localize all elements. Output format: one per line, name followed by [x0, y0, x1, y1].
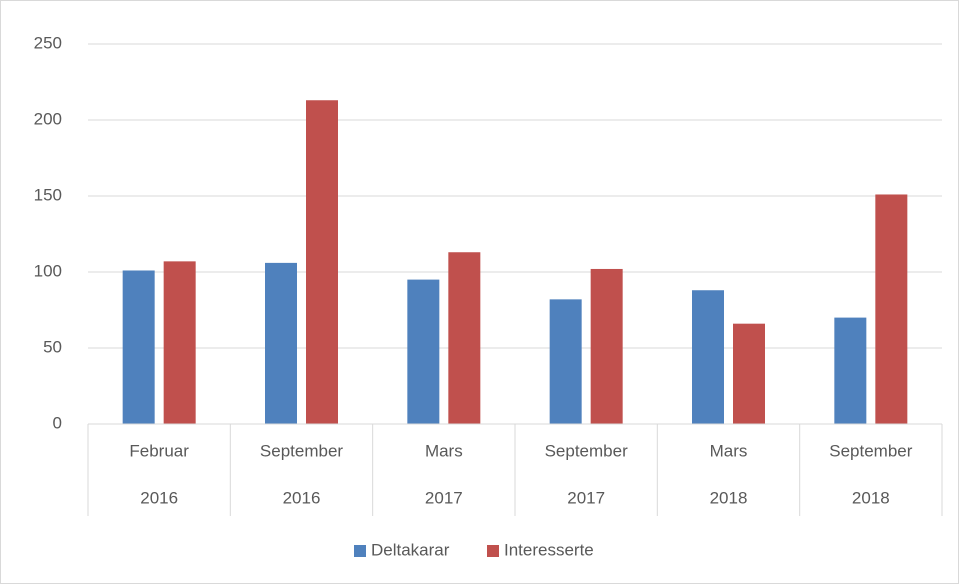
legend-swatch — [354, 545, 366, 557]
bar — [875, 194, 908, 424]
legend-label: Interesserte — [504, 540, 594, 559]
x-group-label: 2018 — [710, 488, 748, 507]
bar — [122, 270, 155, 424]
x-tick-label: September — [260, 441, 343, 460]
x-group-label: 2016 — [140, 488, 178, 507]
bar — [590, 268, 623, 424]
y-tick-label: 100 — [34, 261, 62, 280]
y-tick-label: 200 — [34, 109, 62, 128]
x-group-label: 2017 — [425, 488, 463, 507]
bar — [448, 252, 481, 424]
x-tick-label: Februar — [129, 441, 189, 460]
legend-label: Deltakarar — [371, 540, 450, 559]
bar — [407, 279, 440, 424]
x-tick-label: Mars — [425, 441, 463, 460]
y-tick-label: 150 — [34, 185, 62, 204]
bar — [265, 262, 297, 424]
bar — [733, 323, 765, 424]
bar — [163, 261, 196, 424]
legend-swatch — [487, 545, 499, 557]
y-tick-label: 50 — [43, 337, 62, 356]
bar — [306, 100, 338, 425]
x-tick-label: September — [545, 441, 628, 460]
y-tick-label: 250 — [34, 33, 62, 52]
x-group-label: 2016 — [283, 488, 321, 507]
x-tick-label: September — [829, 441, 912, 460]
bar — [834, 317, 867, 424]
x-group-label: 2018 — [852, 488, 890, 507]
bar — [692, 290, 724, 424]
x-tick-label: Mars — [710, 441, 748, 460]
bar — [549, 299, 582, 424]
x-group-label: 2017 — [567, 488, 605, 507]
y-tick-label: 0 — [53, 413, 62, 432]
